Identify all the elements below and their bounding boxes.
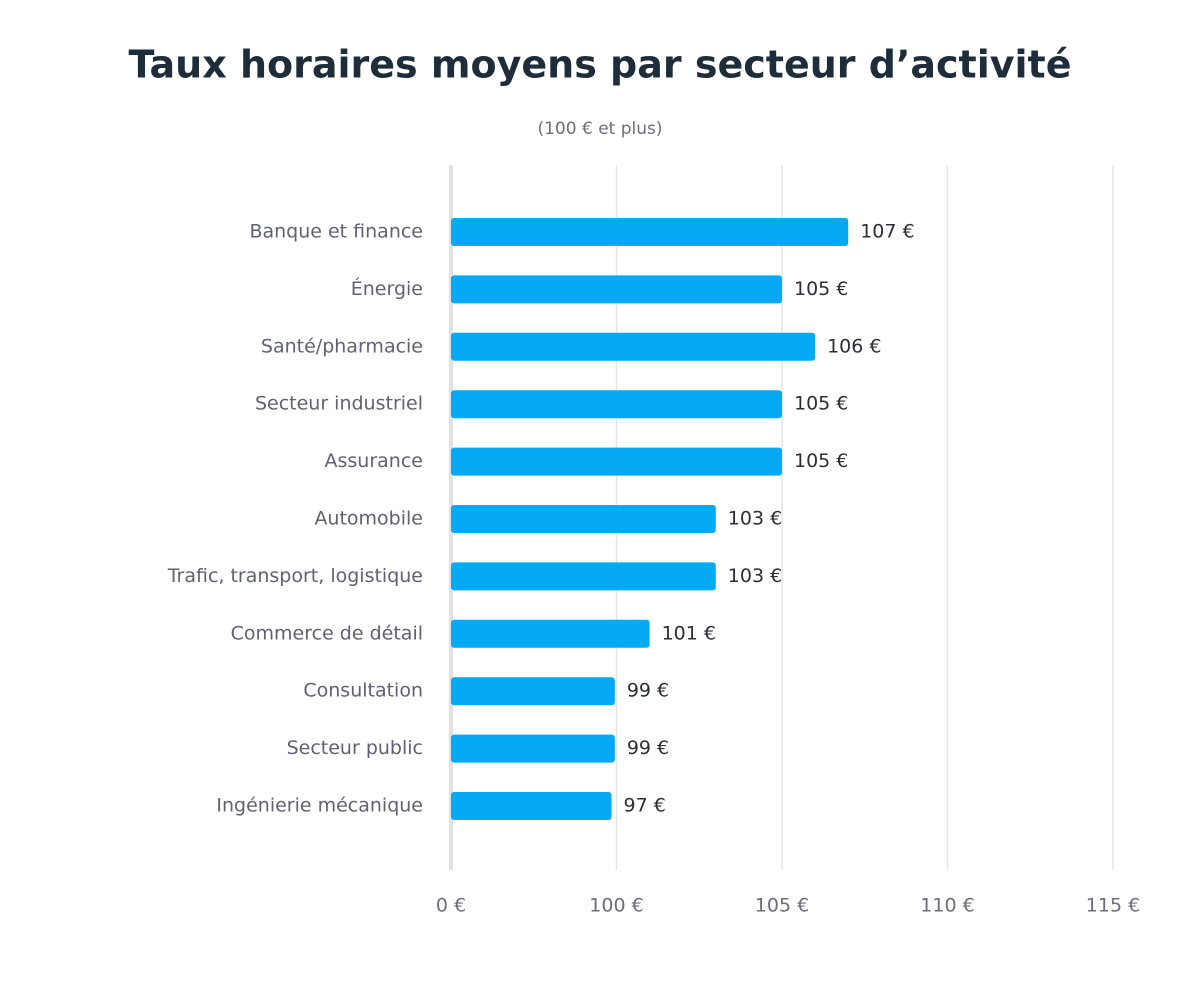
value-label: 105 € [794,278,848,300]
y-tick-label: Automobile [314,508,423,530]
x-tick-label: 105 € [755,895,809,917]
bar [451,275,782,304]
value-label: 103 € [728,508,782,530]
bar [451,562,716,591]
y-tick-label: Secteur public [287,737,423,759]
value-label: 99 € [627,680,669,702]
y-tick-label: Consultation [303,680,423,702]
value-label: 106 € [827,335,881,357]
value-label: 107 € [860,221,914,243]
x-tick-label: 100 € [589,895,643,917]
value-label: 103 € [728,565,782,587]
bar [451,677,615,706]
bar [451,390,782,419]
chart-title: Taux horaires moyens par secteur d’activ… [129,43,1072,87]
x-tick-label: 0 € [436,895,466,917]
y-tick-label: Trafic, transport, logistique [167,565,423,587]
bar [451,447,782,476]
y-tick-label: Banque et finance [249,221,423,243]
value-label: 99 € [627,737,669,759]
bar [451,505,716,533]
value-label: 105 € [794,393,848,415]
y-tick-label: Secteur industriel [255,393,423,415]
bar [451,619,650,648]
y-tick-label: Commerce de détail [231,622,423,644]
value-label: 101 € [662,622,716,644]
y-tick-label: Ingénierie mécanique [216,795,423,817]
x-tick-label: 110 € [920,895,974,917]
value-label: 97 € [624,795,666,817]
y-tick-label: Assurance [325,450,423,472]
bar [451,218,849,246]
value-label: 105 € [794,450,848,472]
y-tick-label: Énergie [351,277,423,300]
x-tick-label: 115 € [1086,895,1140,917]
y-tick-label: Santé/pharmacie [261,335,423,357]
bar [451,734,615,763]
chart-subtitle: (100 € et plus) [537,119,662,139]
bar [451,792,612,820]
bar [451,332,816,361]
